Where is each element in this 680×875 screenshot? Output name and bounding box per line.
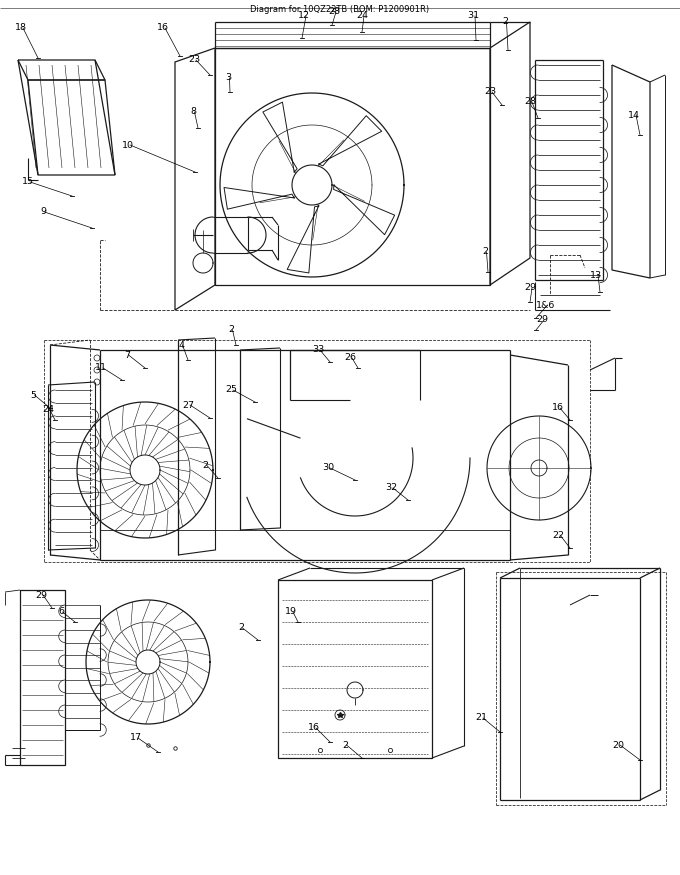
Text: 16: 16 — [157, 24, 169, 32]
Text: 2: 2 — [482, 248, 488, 256]
Text: 12: 12 — [298, 11, 310, 20]
Text: 2: 2 — [238, 624, 244, 633]
Text: 21: 21 — [475, 713, 487, 723]
Text: Diagram for 10QZ22TB (BOM: P1200901R): Diagram for 10QZ22TB (BOM: P1200901R) — [250, 5, 430, 14]
Text: 27: 27 — [182, 401, 194, 410]
Text: 2: 2 — [228, 326, 234, 334]
Text: 3: 3 — [225, 74, 231, 82]
Text: 5: 5 — [30, 390, 36, 400]
Text: 2: 2 — [502, 18, 508, 26]
Text: 22: 22 — [552, 530, 564, 540]
Text: 2: 2 — [202, 460, 208, 470]
Text: 7: 7 — [124, 351, 130, 360]
Text: 29: 29 — [35, 591, 47, 599]
Text: 18: 18 — [15, 24, 27, 32]
Text: 24: 24 — [356, 11, 368, 20]
Text: 15: 15 — [22, 178, 34, 186]
Text: 30: 30 — [322, 464, 334, 472]
Text: 28: 28 — [328, 8, 340, 17]
Text: 24: 24 — [42, 405, 54, 415]
Text: 29: 29 — [536, 316, 548, 325]
Text: 1&6: 1&6 — [536, 300, 556, 310]
Text: 29: 29 — [524, 284, 536, 292]
Text: 6: 6 — [58, 607, 64, 617]
Text: 4: 4 — [178, 340, 184, 349]
Text: 32: 32 — [385, 484, 397, 493]
Text: 13: 13 — [590, 270, 602, 279]
Text: 26: 26 — [344, 354, 356, 362]
Text: 28: 28 — [524, 97, 536, 107]
Text: 16: 16 — [308, 724, 320, 732]
Text: 25: 25 — [225, 386, 237, 395]
Text: 8: 8 — [190, 108, 196, 116]
Text: 9: 9 — [40, 207, 46, 216]
Text: 10: 10 — [122, 141, 134, 150]
Text: 31: 31 — [467, 11, 479, 20]
Text: 33: 33 — [312, 346, 324, 354]
Text: 14: 14 — [628, 110, 640, 120]
Text: 16: 16 — [552, 403, 564, 412]
Text: 20: 20 — [612, 740, 624, 750]
Text: 19: 19 — [285, 607, 297, 617]
Text: 23: 23 — [484, 88, 496, 96]
Text: 23: 23 — [188, 55, 200, 65]
Text: 2: 2 — [342, 740, 348, 750]
Text: 17: 17 — [130, 733, 142, 743]
Text: 11: 11 — [95, 363, 107, 373]
